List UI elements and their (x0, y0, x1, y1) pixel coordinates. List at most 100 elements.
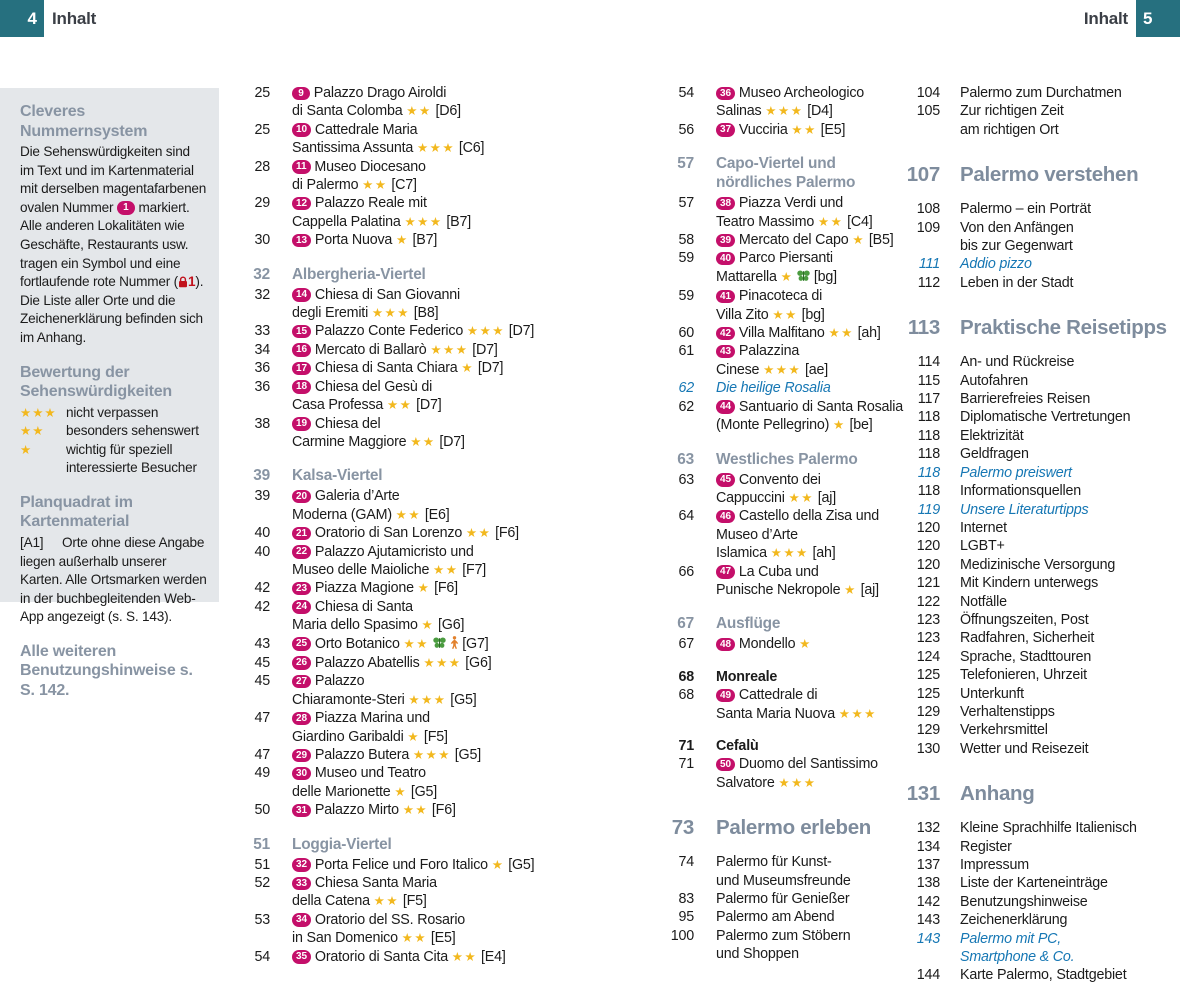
page-number: 120 (916, 519, 940, 536)
entry-text: Mattarella (716, 268, 777, 285)
entry-text: Oratorio di Santa Cita (314, 948, 448, 965)
entry-text: [ae] (805, 361, 829, 378)
map-marker-number: 39 (716, 233, 736, 248)
entry-text: Chiesa del (314, 415, 381, 432)
page-number: 64 (678, 508, 694, 525)
entry-title: Informationsquellen (960, 482, 1081, 500)
page-number: 120 (916, 538, 940, 555)
toc-entry: 123 Öffnungszeiten, Post (888, 611, 1180, 629)
page-number: 115 (917, 372, 940, 389)
toc-entry: 61 43 Palazzina Cinese ★★★ [ae] (652, 342, 908, 379)
toc-section-heading: 51 Loggia-Viertel (224, 835, 536, 854)
entry-text: Parco Piersanti (738, 250, 833, 267)
entry-line: Ausflüge (716, 614, 780, 633)
entry-text: Villa Malfitano (738, 325, 825, 342)
entry-title: Monreale (716, 668, 777, 686)
page-number: 134 (916, 838, 940, 855)
page-number: 142 (916, 893, 940, 910)
entry-text: Leben in der Stadt (960, 274, 1074, 291)
entry-text: Convento dei (738, 471, 821, 488)
page-number: 53 (254, 911, 270, 928)
page-number: 118 (917, 464, 940, 481)
entry-line: Zur richtigen Zeit (960, 102, 1064, 120)
entry-line: Liste der Karteneinträge (960, 874, 1108, 892)
toc-entry: 29 12 Palazzo Reale mit Cappella Palatina … (224, 194, 536, 231)
toc-feature-entry: 118 Palermo preiswert (888, 464, 1180, 482)
rating-stars: ★ (833, 418, 846, 433)
toc-subsection-heading: 71 Cefalù (652, 737, 908, 755)
map-marker-number: 20 (292, 489, 312, 504)
page-number: 49 (254, 765, 270, 782)
entry-title: Praktische Reisetipps (960, 316, 1167, 340)
entry-text: Westliches Palermo (716, 450, 858, 468)
map-marker-number: 44 (716, 400, 736, 414)
entry-line: 12 Palazzo Reale mit (292, 194, 471, 212)
entry-text: Palermo zum Stöbern (716, 927, 851, 944)
rating-label: besonders sehenswert (66, 423, 199, 439)
entry-line: Monreale (716, 668, 777, 686)
entry-text: [B7] (412, 232, 438, 249)
entry-line: Palermo für Genießer (716, 890, 850, 908)
entry-text: und Museumsfreunde (716, 872, 851, 889)
entry-title: Unsere Literaturtipps (960, 501, 1089, 519)
entry-line: Santissima Assunta ★★★ [C6] (292, 139, 484, 157)
entry-text: Oratorio di San Lorenzo (314, 525, 463, 542)
rating-stars: ★★ (451, 949, 478, 964)
entry-text: [B5] (868, 232, 894, 249)
entry-line: 15 Palazzo Conte Federico ★★★ [D7] (292, 322, 534, 340)
entry-text: (Monte Pellegrino) (716, 417, 830, 434)
entry-line: delle Marionette ★ [G5] (292, 783, 437, 801)
entry-title: 47 La Cuba und Punische Nekropole ★ [aj] (716, 563, 879, 600)
entry-line: Palermo zum Stöbern (716, 927, 851, 945)
toc-entry: 100 Palermo zum Stöbern und Shoppen (652, 927, 908, 964)
toc-entry: 120 Medizinische Versorgung (888, 556, 1180, 574)
entry-text: Piazza Magione (314, 580, 414, 597)
entry-title: 19 Chiesa del Carmine Maggiore ★★ [D7] (292, 415, 465, 452)
toc-entry: 57 38 Piazza Verdi und Teatro Massimo ★★ [… (652, 194, 908, 231)
entry-line: am richtigen Ort (960, 121, 1064, 139)
entry-line: Addio pizzo (960, 255, 1032, 273)
sidebar-heading-numbering: Cleveres Nummernsystem (20, 103, 148, 140)
entry-title: 24 Chiesa di Santa Maria dello Spasimo ★ … (292, 598, 464, 635)
entry-line: und Museumsfreunde (716, 872, 851, 890)
map-marker-number: 23 (292, 581, 312, 596)
entry-line: 40 Parco Piersanti (716, 249, 837, 267)
entry-text: Museo Diocesano (314, 158, 426, 175)
entry-text: Smartphone & Co. (960, 949, 1075, 966)
entry-line: 27 Palazzo (292, 672, 477, 690)
map-marker-number: 30 (292, 766, 312, 781)
entry-line: Museo d’Arte (716, 526, 879, 544)
entry-text: Notfälle (960, 593, 1007, 610)
entry-line: Kleine Sprachhilfe Italienisch (960, 819, 1137, 837)
toc-entry: 25 9 Palazzo Drago Airoldi di Santa Colomb… (224, 84, 536, 121)
page-number: 117 (917, 391, 940, 408)
entry-title: An- und Rückreise (960, 353, 1074, 371)
entry-line: 38 Piazza Verdi und (716, 194, 873, 212)
map-marker-number: 22 (292, 545, 312, 559)
entry-text: Chiesa di Santa Chiara (314, 360, 458, 377)
map-marker-number: 25 (292, 637, 312, 651)
map-marker-number: 18 (292, 380, 312, 394)
entry-title: 38 Piazza Verdi und Teatro Massimo ★★ [C4… (716, 194, 873, 231)
entry-line: 36 Museo Archeologico (716, 84, 864, 102)
entry-text: Piazza Verdi und (738, 195, 844, 212)
entry-title: Liste der Karteneinträge (960, 874, 1108, 892)
entry-line: Cinese ★★★ [ae] (716, 361, 828, 379)
entry-title: 13 Porta Nuova ★ [B7] (292, 231, 437, 249)
entry-text: Ausflüge (716, 615, 781, 633)
entry-text: [G6] (465, 654, 492, 671)
toc-entry: 52 33 Chiesa Santa Maria della Catena ★★ [… (224, 874, 536, 911)
entry-title: 34 Oratorio del SS. Rosario in San Domeni… (292, 911, 465, 948)
page-number: 71 (678, 737, 694, 754)
toc-column-1: 25 9 Palazzo Drago Airoldi di Santa Colomb… (224, 84, 536, 966)
entry-title: Diplomatische Vertretungen (960, 408, 1131, 426)
entry-text: Carmine Maggiore (292, 433, 407, 450)
toc-entry: 39 20 Galeria d’Arte Moderna (GAM) ★★ [E6] (224, 487, 536, 524)
entry-title: Radfahren, Sicherheit (960, 629, 1094, 647)
rating-stars: ★ (799, 637, 812, 652)
toc-entry: 34 16 Mercato di Ballarò ★★★ [D7] (224, 341, 536, 359)
entry-title: 39 Mercato del Capo ★ [B5] (716, 231, 894, 249)
toc-entry: 64 46 Castello della Zisa und Museo d’Arte… (652, 507, 908, 562)
entry-text: Praktische Reisetipps (960, 316, 1167, 340)
rating-stars: ★★★ (838, 706, 877, 721)
